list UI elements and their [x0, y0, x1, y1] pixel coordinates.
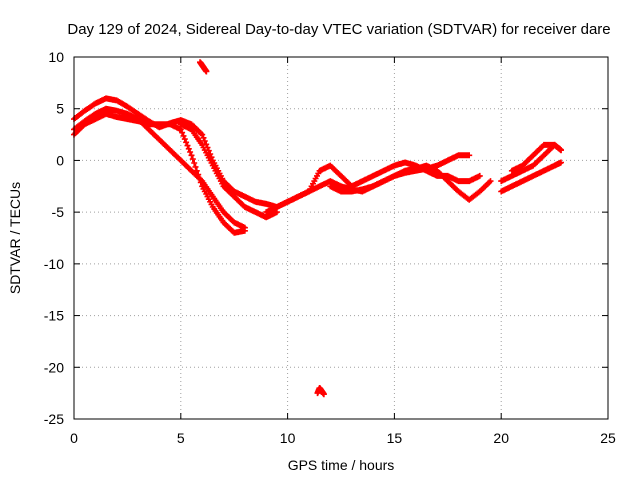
- point-marks: [498, 159, 564, 195]
- x-tick-label: 15: [387, 430, 403, 446]
- series-track-4: [177, 121, 280, 221]
- data-points: [71, 59, 564, 398]
- y-tick-label: -5: [52, 204, 65, 220]
- series-outlier-high: [197, 59, 210, 75]
- chart-title: Day 129 of 2024, Sidereal Day-to-day VTE…: [67, 21, 610, 38]
- plot-frame: [73, 56, 609, 420]
- y-tick-label: -15: [44, 308, 64, 324]
- series-track-7: [327, 152, 473, 195]
- x-tick-label: 0: [70, 430, 78, 446]
- y-tick-label: -10: [44, 256, 64, 272]
- y-axis-label: SDTVAR / TECUs: [7, 182, 23, 294]
- series-track-10: [508, 141, 564, 174]
- y-tick-label: -20: [44, 359, 64, 375]
- point-marks: [508, 141, 564, 174]
- y-tick-label: -25: [44, 411, 64, 427]
- x-axis-label: GPS time / hours: [288, 457, 395, 473]
- x-tick-label: 10: [280, 430, 296, 446]
- x-tick-label: 25: [600, 430, 616, 446]
- y-tick-label: 0: [56, 152, 64, 168]
- point-marks: [327, 152, 473, 195]
- series-outlier-low: [314, 385, 327, 398]
- grid: [74, 57, 608, 419]
- x-tick-label: 20: [493, 430, 509, 446]
- axis-ticks: 0 5 10 15 20 25 -25 -20 -15 -10 -5 0 5 10: [44, 49, 616, 446]
- point-marks: [314, 385, 327, 398]
- series-track-9: [498, 159, 564, 195]
- y-tick-label: 5: [56, 101, 64, 117]
- point-marks: [197, 59, 210, 75]
- point-marks: [177, 121, 280, 221]
- x-tick-label: 5: [177, 430, 185, 446]
- y-tick-label: 10: [48, 49, 64, 65]
